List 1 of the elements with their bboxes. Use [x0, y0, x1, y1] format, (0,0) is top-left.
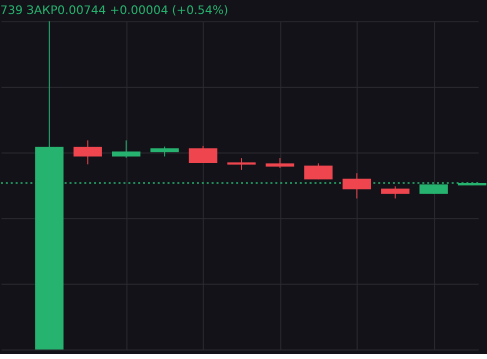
chart-title: 739 ЗАКР0.00744 +0.00004 (+0.54%)	[0, 2, 228, 17]
